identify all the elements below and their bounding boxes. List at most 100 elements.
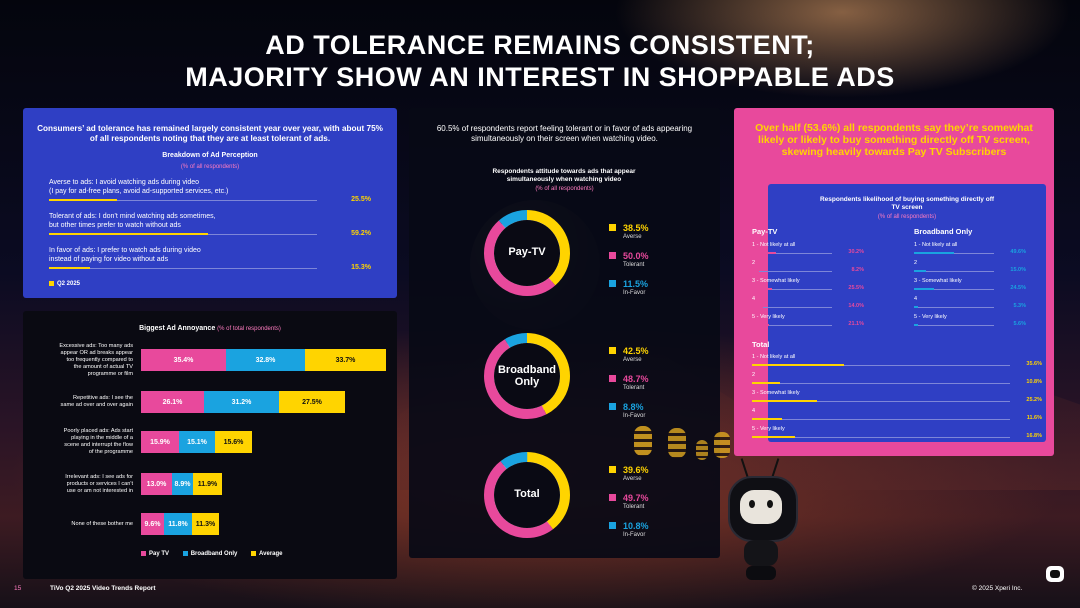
- paytv-bar: [752, 270, 759, 272]
- legend-swatch-averse: [609, 224, 616, 231]
- annoyance-label-line: programme or film: [87, 370, 133, 377]
- perception-value: 15.3%: [351, 264, 371, 271]
- annoyance-segment-broadband: 32.8%: [226, 349, 305, 371]
- paytv-bar: [752, 252, 776, 254]
- broadband-bar: [914, 288, 934, 290]
- bee-decoration-4: [714, 432, 730, 458]
- legend-label-paytv: Pay TV: [149, 551, 170, 558]
- total-bar: [752, 382, 780, 384]
- paytv-value: 25.5%: [848, 285, 864, 291]
- broadband-value: 49.6%: [1010, 249, 1026, 255]
- attitude-subheading: (% of all respondents): [535, 186, 594, 192]
- legend-swatch-infavor: [609, 522, 616, 529]
- attitude-panel: 60.5% of respondents report feeling tole…: [409, 108, 720, 558]
- annoyance-label-line: Excessive ads: Too many ads: [59, 342, 133, 349]
- donut-name: Total: [514, 488, 540, 500]
- perception-label-2: (I pay for ad-free plans, avoid ad-suppo…: [49, 188, 229, 195]
- mascot-eye-left: [749, 500, 755, 508]
- paytv-bar: [752, 288, 772, 290]
- total-bar: [752, 364, 844, 366]
- donut-value-averse: 42.5%: [623, 346, 649, 356]
- annoyance-label-line: use or am not interested in: [66, 487, 133, 494]
- perception-track: [49, 268, 317, 269]
- perception-bar: [49, 267, 90, 269]
- annoyance-label-line: the amount of actual TV: [73, 363, 133, 370]
- annoyance-label-line: playing in the middle of a: [71, 435, 133, 441]
- perception-bar: [49, 199, 117, 201]
- bee-decoration-1: [634, 426, 652, 456]
- mascot-eye-right: [767, 500, 773, 508]
- broadband-value: 5.3%: [1013, 303, 1026, 309]
- annoyance-label-line: too frequently compared to: [66, 356, 133, 363]
- bee-decoration-3: [696, 440, 708, 460]
- tivo-mascot-logo-icon: [1046, 566, 1064, 582]
- perception-bar: [49, 233, 208, 235]
- ad-annoyance-panel: Biggest Ad Annoyance (% of total respond…: [23, 311, 397, 579]
- logo-face: [1050, 570, 1060, 578]
- broadband-label: 1 - Not likely at all: [914, 242, 958, 248]
- donut-slice-tolerant: [484, 452, 570, 538]
- perception-heading: Breakdown of Ad Perception: [162, 152, 258, 159]
- annoyance-segment-average: 15.6%: [215, 431, 252, 453]
- donut-value-averse: 38.5%: [623, 223, 649, 233]
- total-title: Total: [752, 340, 770, 349]
- annoyance-segment-broadband: 8.9%: [172, 473, 193, 495]
- mascot-face: [740, 490, 782, 524]
- annoyance-segment-broadband: 11.8%: [164, 513, 192, 535]
- total-track: [752, 419, 1010, 420]
- paytv-track: [752, 289, 832, 290]
- total-value: 11.6%: [1026, 415, 1042, 421]
- perception-label-1: Averse to ads: I avoid watching ads duri…: [49, 179, 200, 186]
- perception-value: 25.5%: [351, 196, 371, 203]
- annoyance-label-line: of the programme: [88, 449, 133, 455]
- legend-swatch-broadband: [182, 551, 188, 556]
- perception-label-2: but other times prefer to watch without …: [49, 222, 181, 229]
- paytv-title: Pay-TV: [752, 227, 778, 236]
- donut-label-tolerant: Tolerant: [623, 504, 645, 510]
- paytv-track: [752, 325, 832, 326]
- paytv-label: 4: [752, 296, 756, 302]
- paytv-value: 8.2%: [851, 267, 864, 273]
- total-label: 5 - Very likely: [752, 426, 785, 432]
- paytv-value: 14.0%: [848, 303, 864, 309]
- likelihood-heading: Respondents likelihood of buying somethi…: [819, 196, 995, 211]
- annoyance-bar: 13.0% 8.9% 11.9%: [141, 473, 222, 495]
- annoyance-segment-paytv: 35.4%: [141, 349, 226, 371]
- broadband-label: 4: [914, 296, 918, 302]
- donut-label-infavor: In-Favor: [623, 290, 646, 296]
- annoyance-label-line: Repetitive ads: I see the: [72, 395, 133, 401]
- annoyance-label: Excessive ads: Too many ads appear OR ad …: [27, 343, 133, 378]
- broadband-label: 5 - Very likely: [914, 314, 947, 320]
- perception-label-1: Tolerant of ads: I don’t mind watching a…: [49, 213, 216, 220]
- total-track: [752, 365, 1010, 366]
- paytv-bar: [752, 306, 763, 308]
- footer-page-number: 15: [14, 585, 22, 592]
- likelihood-subheading: (% of all respondents): [877, 214, 937, 220]
- donut-label-tolerant: Tolerant: [623, 262, 645, 268]
- broadband-track: [914, 271, 994, 272]
- perception-intro: Consumers’ ad tolerance has remained lar…: [37, 124, 383, 143]
- total-track: [752, 383, 1010, 384]
- paytv-track: [752, 271, 832, 272]
- donut-hole: [494, 462, 560, 528]
- mascot-body: [744, 540, 778, 566]
- legend-swatch-tolerant: [609, 375, 616, 382]
- annoyance-bar: 26.1% 31.2% 27.5%: [141, 391, 345, 413]
- annoyance-segment-average: 11.3%: [192, 513, 219, 535]
- donut-slice-tolerant: [484, 210, 570, 296]
- donut-value-tolerant: 48.7%: [623, 374, 649, 384]
- annoyance-label-line: Irrelevant ads: I see ads for: [65, 473, 133, 480]
- annoyance-subheading: (% of total respondents): [217, 326, 281, 332]
- legend-swatch-average: [251, 551, 257, 556]
- annoyance-label-line: scene and interrupt the flow: [64, 442, 133, 448]
- donut-value-infavor: 8.8%: [623, 402, 644, 412]
- broadband-bar: [914, 306, 918, 308]
- annoyance-segment-paytv: 26.1%: [141, 391, 204, 413]
- total-bar: [752, 436, 795, 438]
- paytv-bar: [752, 324, 769, 326]
- legend-swatch-paytv: [141, 551, 146, 556]
- total-label: 3 - Somewhat likely: [752, 390, 800, 396]
- broadband-track: [914, 307, 994, 308]
- annoyance-label-line: products or services I can't: [66, 480, 133, 487]
- donut-label-averse: Averse: [623, 476, 642, 482]
